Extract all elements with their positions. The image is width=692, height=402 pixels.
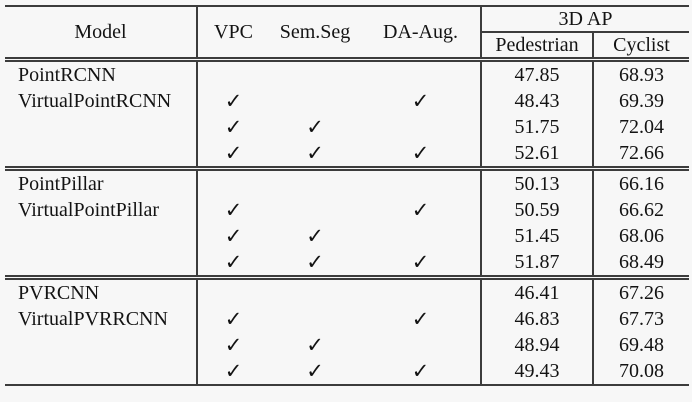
vpc-check-cell: ✓ bbox=[224, 223, 243, 248]
semseg-check-cell bbox=[269, 306, 361, 332]
cyclist-ap-cell: 69.39 bbox=[619, 89, 664, 112]
model-name-cell bbox=[5, 140, 198, 169]
daaug-check-cell: ✓ bbox=[361, 197, 482, 223]
semseg-check-cell bbox=[269, 278, 361, 307]
table-header: Model VPC Sem.Seg DA-Aug. 3D AP Pedestri… bbox=[5, 6, 689, 60]
model-group: PVRCNN 46.41 67.26 VirtualPVRRCNN ✓ ✓ 46.83 67.… bbox=[5, 277, 689, 385]
col-header-pedestrian: Pedestrian bbox=[481, 32, 594, 60]
table-row: PointRCNN 47.85 68.93 bbox=[5, 59, 689, 89]
col-header-semseg: Sem.Seg bbox=[279, 20, 351, 43]
daaug-check-cell bbox=[361, 114, 482, 140]
header-row-sub: Pedestrian Cyclist bbox=[5, 32, 689, 60]
vpc-check-cell: ✓ bbox=[224, 358, 243, 383]
semseg-check-cell: ✓ bbox=[306, 249, 324, 274]
model-name-cell: PointPillar bbox=[5, 168, 198, 197]
semseg-check-cell bbox=[269, 88, 361, 114]
results-table: Model VPC Sem.Seg DA-Aug. 3D AP Pedestri… bbox=[5, 5, 689, 386]
pedestrian-ap-cell: 51.45 bbox=[481, 223, 594, 249]
semseg-check-cell bbox=[269, 60, 361, 89]
daaug-check-cell: ✓ bbox=[361, 249, 482, 278]
table-row: PVRCNN 46.41 67.26 bbox=[5, 277, 689, 307]
pedestrian-ap-cell: 50.59 bbox=[481, 197, 594, 223]
pedestrian-ap-cell: 46.41 bbox=[481, 277, 594, 306]
cyclist-ap-cell: 66.62 bbox=[619, 198, 664, 221]
col-header-vpc: VPC bbox=[214, 20, 253, 43]
vpc-check-cell: ✓ bbox=[224, 140, 243, 165]
semseg-check-cell bbox=[269, 169, 361, 198]
pedestrian-ap-cell: 50.13 bbox=[481, 168, 594, 197]
vpc-check-cell bbox=[197, 278, 269, 307]
semseg-check-cell: ✓ bbox=[306, 358, 324, 383]
daaug-check-cell bbox=[361, 168, 482, 197]
vpc-check-cell: ✓ bbox=[224, 88, 243, 113]
model-name-cell: VirtualPointRCNN bbox=[5, 88, 198, 114]
cyclist-ap-cell: 66.16 bbox=[619, 172, 664, 195]
vpc-check-cell bbox=[197, 60, 269, 89]
cyclist-ap-cell: 72.04 bbox=[619, 115, 664, 138]
table-row: PointPillar 50.13 66.16 bbox=[5, 168, 689, 198]
vpc-check-cell: ✓ bbox=[224, 306, 243, 331]
daaug-check-cell bbox=[361, 332, 482, 358]
cyclist-ap-cell: 70.08 bbox=[619, 359, 664, 382]
pedestrian-ap-cell: 51.87 bbox=[481, 249, 594, 278]
cyclist-ap-cell: 67.26 bbox=[619, 281, 664, 304]
vpc-check-cell: ✓ bbox=[224, 332, 243, 357]
pedestrian-ap-cell: 52.61 bbox=[481, 140, 594, 169]
pedestrian-ap-cell: 49.43 bbox=[481, 358, 594, 385]
semseg-check-cell: ✓ bbox=[306, 114, 324, 139]
col-header-model: Model bbox=[5, 6, 198, 60]
vpc-check-cell bbox=[197, 169, 269, 198]
col-header-cyclist: Cyclist bbox=[613, 33, 670, 56]
table-row: VirtualPointRCNN ✓ ✓ 48.43 69.39 bbox=[5, 88, 689, 114]
pedestrian-ap-cell: 51.75 bbox=[481, 114, 594, 140]
daaug-check-cell: ✓ bbox=[361, 140, 482, 169]
model-name-cell bbox=[5, 223, 198, 249]
pedestrian-ap-cell: 48.94 bbox=[481, 332, 594, 358]
pedestrian-ap-cell: 48.43 bbox=[481, 88, 594, 114]
cyclist-ap-cell: 68.93 bbox=[619, 63, 664, 86]
table-row: ✓ ✓ ✓ 51.87 68.49 bbox=[5, 249, 689, 278]
cyclist-ap-cell: 72.66 bbox=[619, 141, 664, 164]
semseg-check-cell: ✓ bbox=[306, 223, 324, 248]
table-row: ✓ ✓ ✓ 52.61 72.66 bbox=[5, 140, 689, 169]
model-name-cell: VirtualPointPillar bbox=[5, 197, 198, 223]
vpc-check-cell: ✓ bbox=[224, 197, 243, 222]
daaug-check-cell bbox=[361, 223, 482, 249]
model-name-cell bbox=[5, 358, 198, 385]
cyclist-ap-cell: 67.73 bbox=[619, 307, 664, 330]
model-name-cell bbox=[5, 114, 198, 140]
model-name-cell bbox=[5, 249, 198, 278]
pedestrian-ap-cell: 47.85 bbox=[481, 59, 594, 88]
model-group: PointPillar 50.13 66.16 VirtualPointPillar ✓… bbox=[5, 168, 689, 278]
model-name-cell: VirtualPVRRCNN bbox=[5, 306, 198, 332]
header-row-top: Model VPC Sem.Seg DA-Aug. 3D AP bbox=[5, 6, 689, 60]
daaug-check-cell bbox=[361, 59, 482, 88]
pedestrian-ap-cell: 46.83 bbox=[481, 306, 594, 332]
vpc-check-cell: ✓ bbox=[224, 114, 243, 139]
table-row: ✓ ✓ 51.75 72.04 bbox=[5, 114, 689, 140]
table-row: ✓ ✓ 51.45 68.06 bbox=[5, 223, 689, 249]
semseg-check-cell: ✓ bbox=[306, 140, 324, 165]
cyclist-ap-cell: 68.49 bbox=[619, 250, 664, 273]
vpc-check-cell: ✓ bbox=[224, 249, 243, 274]
table-row: VirtualPVRRCNN ✓ ✓ 46.83 67.73 bbox=[5, 306, 689, 332]
daaug-check-cell: ✓ bbox=[361, 88, 482, 114]
model-group: PointRCNN 47.85 68.93 VirtualPointRCNN ✓ ✓ 48.… bbox=[5, 59, 689, 169]
table-row: ✓ ✓ 48.94 69.48 bbox=[5, 332, 689, 358]
cyclist-ap-cell: 69.48 bbox=[619, 333, 664, 356]
table-row: VirtualPointPillar ✓ ✓ 50.59 66.62 bbox=[5, 197, 689, 223]
daaug-check-cell: ✓ bbox=[361, 306, 482, 332]
col-header-daaug: DA-Aug. bbox=[361, 6, 482, 60]
semseg-check-cell bbox=[269, 197, 361, 223]
semseg-check-cell: ✓ bbox=[306, 332, 324, 357]
model-name-cell bbox=[5, 332, 198, 358]
cyclist-ap-cell: 68.06 bbox=[619, 224, 664, 247]
daaug-check-cell: ✓ bbox=[361, 358, 482, 385]
model-name-cell: PointRCNN bbox=[5, 59, 198, 88]
daaug-check-cell bbox=[361, 277, 482, 306]
table-row: ✓ ✓ ✓ 49.43 70.08 bbox=[5, 358, 689, 385]
model-name-cell: PVRCNN bbox=[5, 277, 198, 306]
col-header-3d-ap: 3D AP bbox=[481, 6, 689, 33]
